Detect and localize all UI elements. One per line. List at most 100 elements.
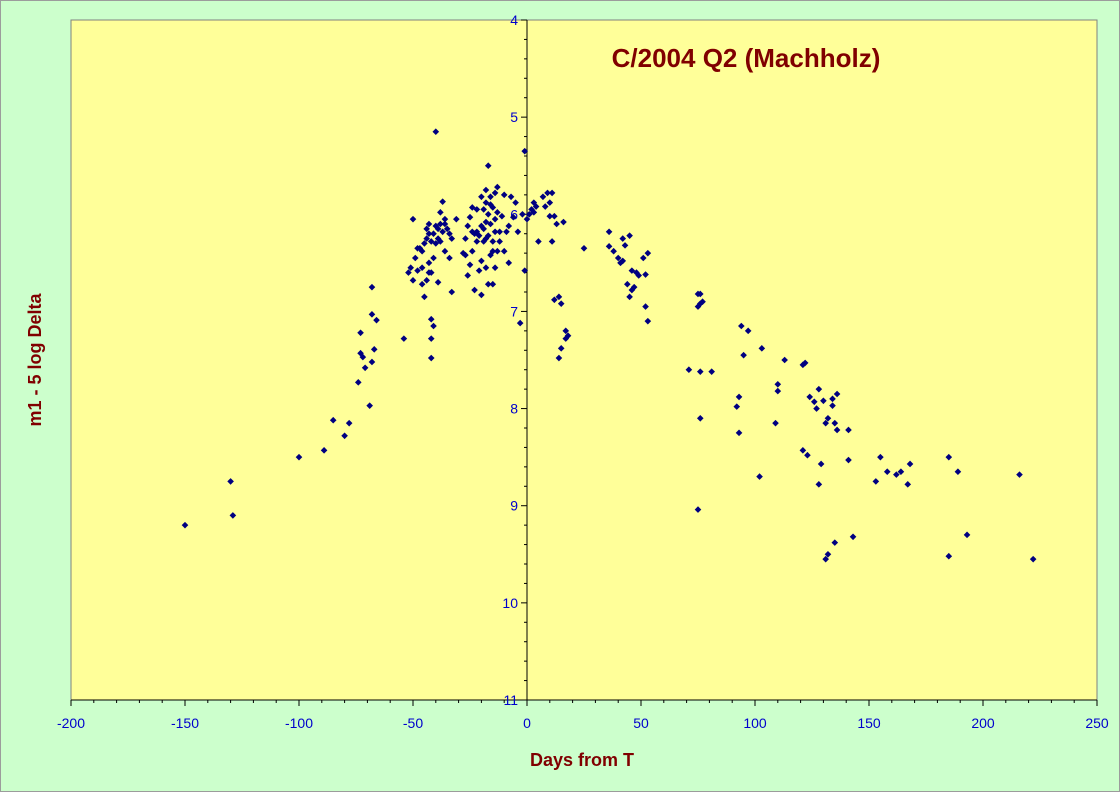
data-point — [548, 189, 556, 197]
plot-area — [70, 19, 1098, 701]
data-point — [521, 147, 529, 155]
data-point — [699, 298, 706, 306]
y-tick-label: 6 — [510, 206, 518, 222]
data-point — [373, 316, 380, 324]
data-point — [357, 329, 364, 337]
data-point — [427, 354, 435, 362]
data-point — [530, 209, 538, 216]
data-point — [434, 278, 442, 286]
data-point — [813, 405, 820, 412]
data-point — [521, 267, 529, 274]
data-point — [738, 322, 745, 330]
data-point — [462, 235, 469, 242]
data-point — [810, 398, 818, 406]
data-point — [541, 203, 549, 210]
data-point — [423, 277, 430, 284]
data-point — [494, 209, 501, 216]
data-point — [484, 162, 492, 170]
data-point — [906, 460, 914, 468]
x-tick-label: 250 — [1085, 715, 1109, 731]
data-point — [505, 259, 513, 267]
data-point — [557, 345, 565, 352]
data-point — [427, 315, 435, 323]
data-point — [833, 390, 841, 398]
data-point — [427, 238, 435, 245]
data-point — [473, 228, 481, 236]
data-point — [448, 235, 456, 242]
data-point — [555, 354, 563, 362]
data-point — [822, 419, 829, 427]
data-point — [487, 220, 494, 228]
data-point — [510, 213, 517, 221]
data-point — [478, 222, 485, 230]
data-point — [621, 242, 629, 249]
x-tick-label: 100 — [743, 715, 767, 731]
data-point — [831, 419, 839, 427]
data-point — [341, 432, 348, 440]
data-point — [400, 335, 408, 342]
data-point — [897, 468, 905, 476]
data-point — [484, 210, 492, 218]
data-point — [628, 267, 636, 274]
data-point — [758, 345, 766, 352]
data-point — [845, 426, 852, 434]
data-points — [181, 128, 1037, 563]
data-point — [427, 335, 435, 342]
y-tick-label: 8 — [510, 401, 518, 417]
data-point — [735, 393, 743, 401]
data-point — [806, 393, 814, 401]
data-point — [409, 215, 417, 223]
data-point — [475, 232, 483, 239]
data-point — [624, 280, 631, 288]
data-point — [441, 247, 449, 255]
data-point — [519, 210, 526, 218]
data-point — [368, 358, 376, 366]
y-tick-label: 9 — [510, 498, 518, 514]
data-point — [345, 419, 353, 427]
data-point — [696, 368, 704, 375]
data-point — [498, 212, 506, 220]
data-point — [822, 555, 829, 563]
data-point — [626, 232, 633, 239]
data-point — [473, 206, 481, 213]
data-point — [423, 225, 430, 233]
data-point — [427, 269, 435, 276]
data-point — [480, 238, 487, 245]
data-point — [414, 267, 421, 274]
data-point — [532, 203, 540, 210]
data-point — [487, 193, 494, 201]
data-point — [605, 228, 613, 236]
data-point — [605, 243, 613, 250]
data-point — [733, 403, 741, 410]
data-point — [368, 311, 376, 318]
data-point — [475, 267, 483, 274]
data-point — [439, 198, 446, 205]
data-point — [883, 468, 891, 476]
data-point — [487, 251, 494, 259]
data-point — [557, 300, 565, 307]
data-point — [893, 471, 900, 478]
data-point — [619, 235, 627, 242]
data-point — [432, 240, 440, 247]
data-point — [407, 264, 415, 272]
data-point — [473, 238, 481, 245]
data-point — [963, 531, 971, 539]
data-point — [482, 199, 490, 206]
y-tick-label: 4 — [510, 12, 518, 28]
data-point — [756, 473, 763, 480]
data-point — [430, 230, 437, 238]
data-point — [512, 199, 519, 206]
data-point — [418, 247, 426, 255]
data-point — [411, 254, 419, 262]
data-point — [1016, 471, 1023, 478]
data-point — [416, 244, 424, 252]
data-point — [484, 280, 492, 288]
x-tick-label: 150 — [857, 715, 881, 731]
data-point — [639, 254, 647, 262]
data-point — [831, 539, 839, 546]
data-point — [494, 183, 501, 191]
data-point — [644, 317, 652, 325]
data-point — [799, 447, 807, 454]
data-point — [945, 552, 953, 560]
data-point — [423, 235, 430, 242]
